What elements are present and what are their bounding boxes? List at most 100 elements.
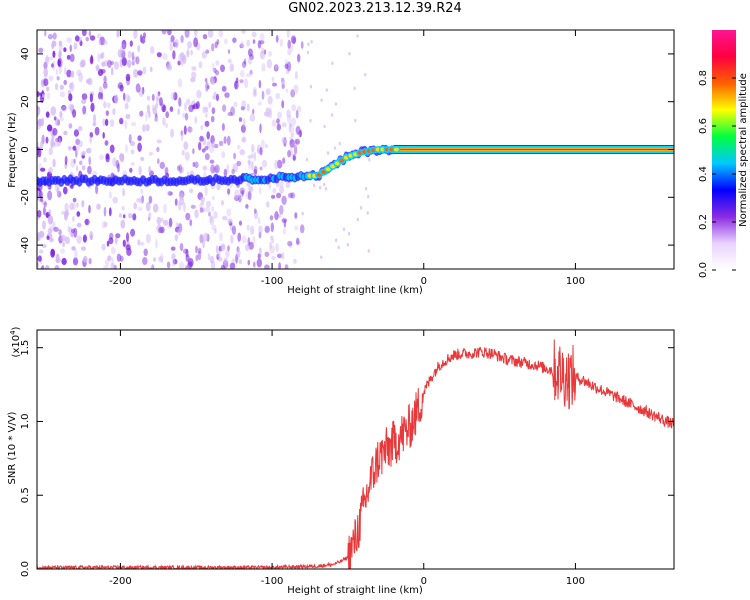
noise-blob [312,183,316,188]
noise-blob [52,140,56,149]
noise-blob [251,160,254,171]
noise-blob [180,35,184,43]
noise-blob [281,252,285,260]
noise-blob [145,233,151,244]
noise-blob [66,69,72,78]
noise-blob [59,91,66,98]
noise-blob [142,66,147,75]
noise-blob [195,245,198,254]
noise-blob [182,55,187,63]
noise-blob [209,255,215,264]
noise-blob [266,107,272,115]
noise-blob [88,204,91,214]
noise-blob [170,246,176,251]
noise-blob [184,30,190,38]
noise-blob [232,163,238,173]
noise-blob [239,79,244,84]
noise-blob [238,117,243,122]
noise-blob [257,253,261,260]
noise-blob [276,159,283,169]
noise-blob [331,113,334,117]
noise-blob [200,124,204,131]
noise-blob [186,98,191,106]
noise-blob [224,92,230,98]
noise-blob [227,188,231,195]
noise-blob [271,255,276,261]
noise-blob [246,224,250,231]
noise-blob [245,73,252,78]
noise-blob [49,237,54,243]
noise-blob [42,220,46,230]
noise-blob [149,46,155,54]
noise-blob [51,249,55,256]
noise-blob [122,188,125,197]
noise-blob [52,32,57,40]
noise-blob [104,118,109,126]
noise-blob [246,39,251,47]
noise-blob [142,124,146,133]
noise-blob [204,120,210,127]
noise-blob [37,262,40,268]
noise-blob [177,108,180,116]
noise-blob [69,44,73,53]
noise-blob [75,138,81,145]
noise-blob [156,146,160,153]
snr-y-axis-label: SNR (10 * V/V) [7,411,18,484]
noise-blob [53,116,57,121]
noise-blob [212,166,218,174]
noise-blob [326,151,330,155]
noise-blob [281,195,287,205]
noise-blob [205,207,211,213]
noise-blob [95,65,100,72]
noise-blob [170,92,176,101]
noise-blob [171,257,176,267]
noise-blob [63,47,67,52]
noise-blob [131,51,135,61]
noise-blob [64,155,68,166]
noise-blob [220,264,226,269]
noise-blob [156,93,161,102]
noise-blob [115,233,121,239]
noise-blob [48,209,52,216]
noise-blob [281,218,287,223]
noise-blob [132,213,137,221]
noise-blob [118,213,123,218]
noise-blob [199,135,204,142]
noise-blob [139,110,144,117]
noise-blob [179,195,185,206]
noise-blob [73,129,79,137]
noise-blob [188,258,194,267]
noise-blob [153,117,159,123]
noise-blob [60,248,65,254]
noise-blob [105,154,110,163]
noise-blob [278,262,281,269]
noise-blob [39,140,44,150]
noise-blob [227,245,230,252]
noise-blob [158,256,164,262]
noise-blob [184,112,189,121]
noise-blob [83,255,88,263]
noise-blob [204,153,210,161]
noise-blob [99,154,104,160]
noise-blob [204,185,208,196]
noise-blob [280,79,286,85]
noise-blob [44,30,47,37]
noise-blob [247,190,252,201]
noise-blob [181,149,185,156]
noise-blob [192,161,196,168]
noise-blob [240,190,245,196]
noise-blob [348,51,351,56]
noise-blob [47,33,53,40]
noise-blob [45,264,50,269]
noise-blob [81,200,85,208]
noise-blob [219,232,223,242]
noise-blob [82,234,87,243]
noise-blob [125,73,131,82]
noise-blob [69,202,74,211]
noise-blob [301,211,304,216]
noise-blob [137,70,143,76]
noise-blob [37,142,40,147]
noise-blob [115,159,120,169]
noise-blob [162,104,167,113]
